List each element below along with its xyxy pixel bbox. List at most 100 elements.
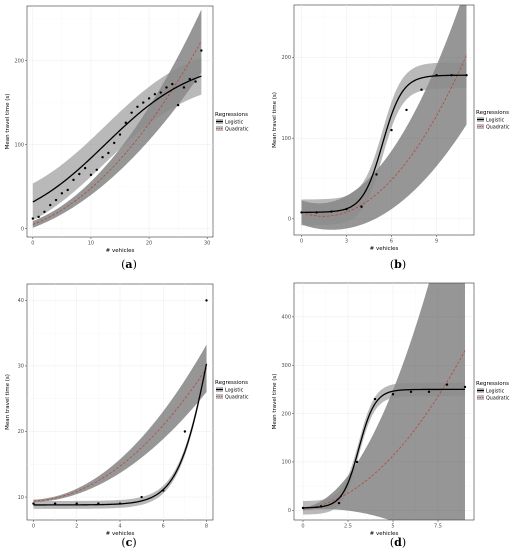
data-point (31, 217, 35, 220)
data-point (142, 101, 145, 104)
data-point (188, 77, 191, 81)
x-tick-label: 30 (204, 241, 210, 247)
y-tick-label: 100 (281, 136, 291, 142)
x-tick-label: 6 (390, 239, 393, 245)
quadratic-confidence-band (33, 344, 207, 503)
plot-content (301, 283, 467, 520)
plot-content (300, 5, 468, 230)
data-point (101, 156, 104, 159)
legend-label-logistic: Logistic (225, 387, 244, 393)
legend-label-quadratic: Quadratic (486, 124, 510, 130)
y-axis-label: Mean travel time (s) (5, 374, 11, 430)
logistic-fit-line (301, 74, 467, 214)
legend-title: Regressions (476, 381, 509, 387)
data-point (78, 172, 81, 176)
data-point (337, 501, 341, 505)
data-point (450, 74, 453, 77)
data-point (435, 74, 438, 77)
data-point (355, 460, 359, 464)
x-axis-label: # vehicles (106, 248, 135, 254)
data-point (445, 383, 449, 386)
y-axis-label: Mean travel time (s) (5, 94, 11, 150)
data-point (360, 205, 363, 208)
x-tick-label: 20 (146, 241, 152, 247)
quadratic-fit-line (33, 368, 207, 502)
legend-label-quadratic: Quadratic (486, 395, 510, 401)
y-tick-label: 200 (281, 55, 291, 61)
x-tick-label: 9 (435, 239, 438, 245)
data-point (182, 86, 186, 89)
panel-b: 0 3 6 9 0 100 200 # vehicles Mean travel time (s… (272, 4, 510, 271)
data-point (49, 203, 52, 207)
panel-caption: (b) (390, 258, 406, 271)
data-point (194, 80, 197, 83)
logistic-confidence-band (301, 62, 467, 226)
panel-d: 0 2.5 5 7.5 0 100 200 300 400 # vehicles Mean trav… (272, 282, 510, 549)
data-point (427, 390, 431, 394)
x-tick-label: 0 (301, 524, 304, 530)
legend-title: Regressions (215, 112, 248, 118)
data-point (420, 88, 423, 91)
x-tick-label: 2.5 (344, 524, 352, 530)
y-tick-label: 0 (21, 226, 24, 232)
data-point (130, 111, 133, 114)
data-point (75, 502, 78, 505)
x-tick-label: 7.5 (434, 524, 442, 530)
data-point (301, 506, 305, 510)
data-point (107, 151, 110, 155)
x-tick-label: 0 (31, 241, 34, 247)
quadratic-confidence-band (301, 5, 467, 230)
data-point (136, 105, 139, 109)
y-tick-label: 200 (281, 411, 291, 417)
quadratic-fit-line (301, 55, 467, 217)
data-point (95, 168, 98, 171)
data-point (53, 502, 57, 505)
data-point (319, 505, 323, 508)
data-point (300, 211, 303, 214)
legend-title: Regressions (476, 110, 509, 116)
data-point (112, 141, 116, 145)
data-point (176, 103, 180, 107)
legend-title: Regressions (215, 380, 248, 386)
y-tick-label: 30 (18, 364, 24, 370)
data-point (54, 198, 58, 202)
logistic-confidence-band (303, 382, 465, 515)
data-point (375, 173, 378, 176)
legend-label-logistic: Logistic (486, 388, 505, 394)
logistic-fit-line (32, 75, 202, 203)
legend-label-logistic: Logistic (225, 119, 244, 125)
x-axis-label: # vehicles (106, 531, 135, 537)
data-point (165, 86, 168, 89)
data-point (83, 166, 87, 170)
data-point (200, 49, 203, 52)
data-point (140, 495, 143, 499)
quadratic-confidence-band (303, 283, 465, 520)
data-point (391, 393, 395, 396)
data-point (330, 210, 333, 213)
y-tick-label: 0 (288, 217, 291, 223)
panel-c: 0 2 4 6 8 10 20 30 40 # vehicles Mean travel time … (5, 283, 249, 549)
quadratic-fit-line (32, 40, 202, 225)
y-tick-label: 10 (18, 495, 24, 501)
data-point (390, 128, 393, 132)
panel-caption: (c) (121, 536, 136, 549)
y-tick-label: 400 (281, 315, 291, 321)
y-tick-label: 200 (14, 58, 24, 64)
panel-caption: (d) (390, 536, 406, 549)
y-tick-label: 100 (281, 460, 291, 466)
data-point (97, 502, 100, 505)
data-point (72, 178, 75, 182)
x-tick-label: 3 (345, 239, 348, 245)
data-point (66, 188, 69, 192)
data-point (183, 430, 187, 433)
y-tick-label: 300 (281, 363, 291, 369)
y-tick-label: 20 (18, 429, 24, 435)
y-tick-label: 0 (288, 508, 291, 514)
data-point (171, 82, 174, 86)
data-point (465, 74, 468, 77)
